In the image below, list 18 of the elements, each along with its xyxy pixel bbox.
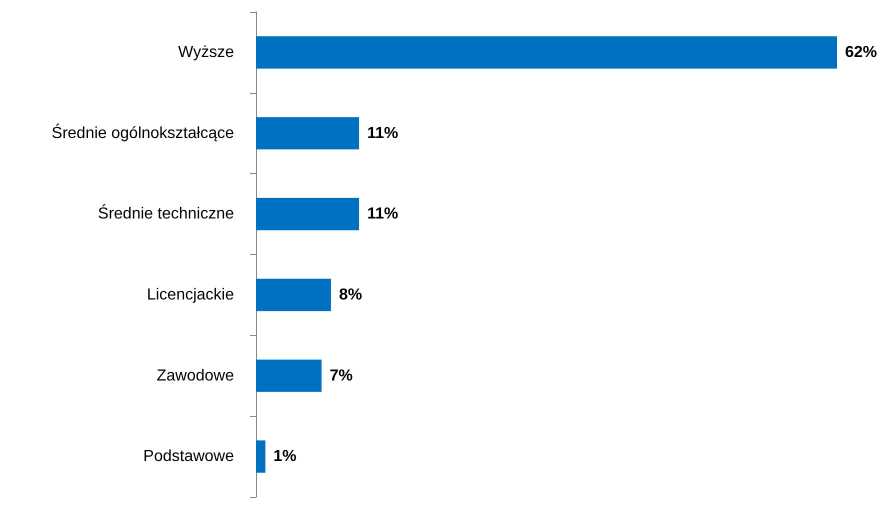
y-tick-label: Wyższe bbox=[178, 44, 234, 61]
y-tick-label: Podstawowe bbox=[143, 448, 234, 466]
bar bbox=[256, 36, 837, 69]
data-label: 11% bbox=[367, 206, 398, 223]
data-label: 8% bbox=[338, 286, 362, 304]
data-label: 62% bbox=[845, 44, 878, 61]
y-tick-label: Licencjackie bbox=[146, 286, 234, 304]
data-label: 11% bbox=[367, 124, 398, 142]
bar bbox=[256, 198, 360, 230]
y-tick-label: Zawodowe bbox=[156, 367, 234, 384]
data-label: 7% bbox=[330, 367, 353, 384]
y-tick-label: Średnie techniczne bbox=[98, 204, 234, 223]
bar bbox=[256, 360, 322, 392]
bar bbox=[256, 278, 331, 312]
bar bbox=[256, 117, 360, 150]
bar bbox=[256, 440, 266, 473]
y-tick-label: Średnie ogólnokształcące bbox=[52, 122, 234, 142]
data-label: 1% bbox=[273, 448, 296, 466]
